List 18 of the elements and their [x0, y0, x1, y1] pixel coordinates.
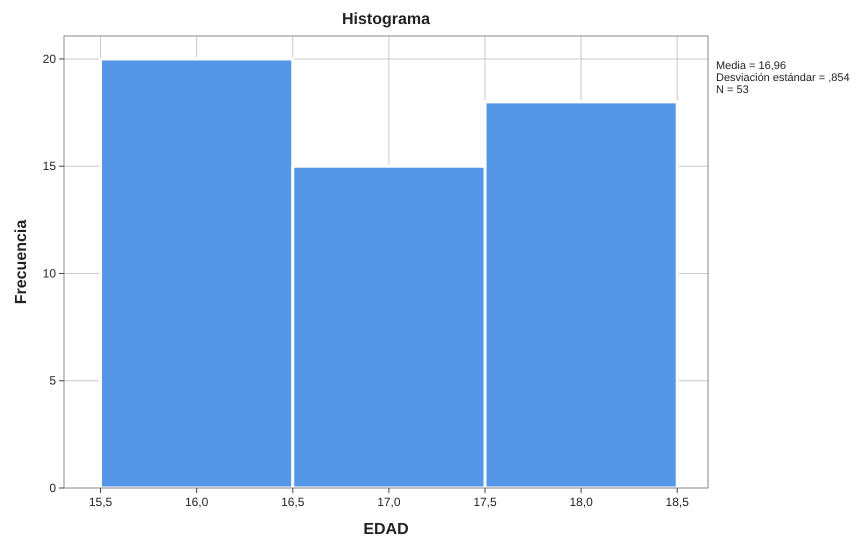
x-tick-label: 16,0 [184, 495, 209, 509]
chart-title: Histograma [342, 11, 430, 28]
x-tick-label: 16,5 [281, 495, 305, 509]
y-tick-label: 5 [49, 374, 56, 388]
x-axis-title: EDAD [363, 521, 409, 538]
x-tick-label: 15,5 [88, 495, 113, 509]
x-tick-label: 18,0 [569, 495, 594, 509]
x-tick-label: 17,0 [377, 495, 401, 509]
text: Media = 16,96 [716, 60, 786, 72]
x-tick-label: 18,5 [666, 495, 690, 509]
y-tick-label: 15 [42, 159, 56, 174]
x-tick-label: 17,5 [473, 495, 498, 509]
y-axis-title: Frecuencia [13, 220, 30, 304]
text: Desviación estándar = ,854 [716, 72, 850, 84]
y-tick-label: 0 [49, 481, 56, 495]
text: N = 53 [716, 84, 749, 96]
y-tick-label: 10 [42, 266, 56, 280]
y-tick-label: 20 [42, 52, 56, 66]
